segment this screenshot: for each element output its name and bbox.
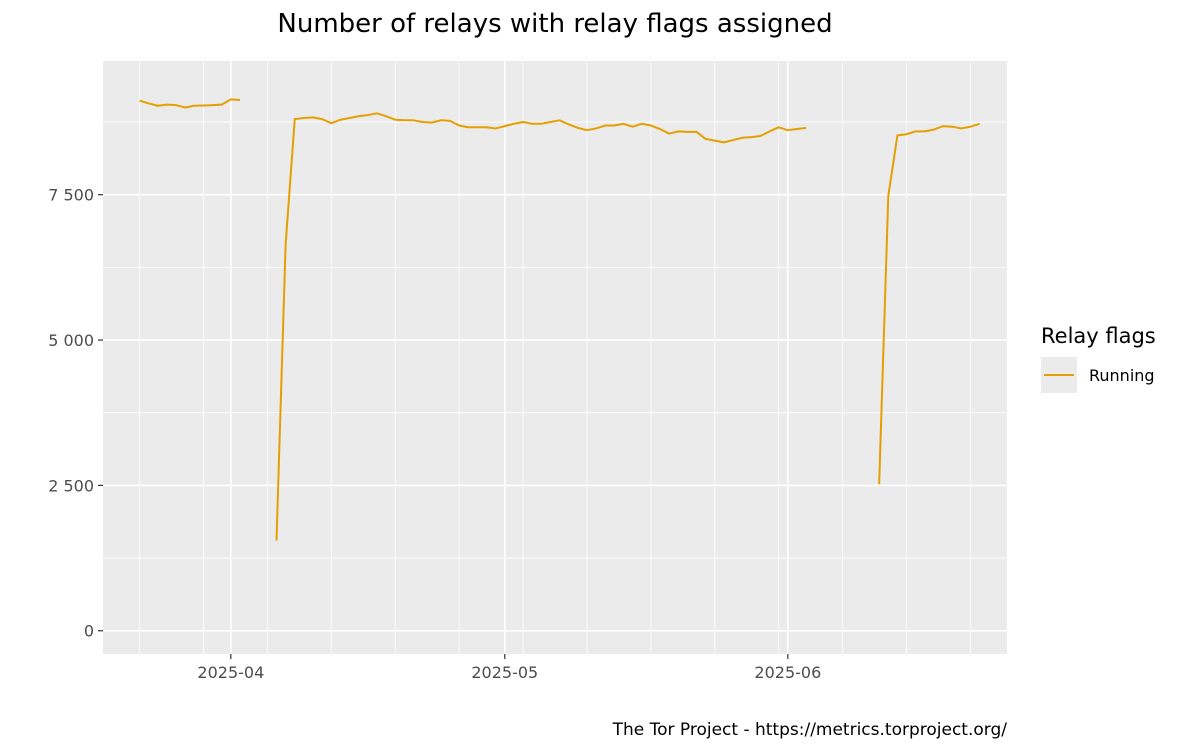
chart-title: Number of relays with relay flags assign…	[277, 9, 832, 39]
caption: The Tor Project - https://metrics.torpro…	[612, 720, 1008, 740]
series-layer	[139, 98, 980, 541]
y-tick-label: 7 500	[48, 186, 94, 205]
legend-label-running: Running	[1089, 366, 1155, 385]
legend: Relay flags Running	[1041, 324, 1156, 393]
x-tick-label: 2025-04	[197, 663, 264, 682]
series-line-running	[878, 122, 980, 485]
plot-panel	[103, 61, 1007, 654]
y-axis: 0 2 500 5 000 7 500	[48, 186, 103, 641]
x-tick-label: 2025-05	[471, 663, 538, 682]
y-tick-label: 2 500	[48, 476, 94, 495]
y-tick-label: 0	[84, 622, 94, 641]
x-axis: 2025-04 2025-05 2025-06	[197, 654, 821, 682]
x-tick-label: 2025-06	[754, 663, 821, 682]
series-line-running	[275, 112, 807, 541]
series-line-running	[139, 98, 241, 109]
y-tick-label: 5 000	[48, 331, 94, 350]
major-gridlines	[103, 61, 1007, 654]
minor-gridlines	[103, 61, 1007, 654]
legend-title: Relay flags	[1041, 324, 1156, 348]
